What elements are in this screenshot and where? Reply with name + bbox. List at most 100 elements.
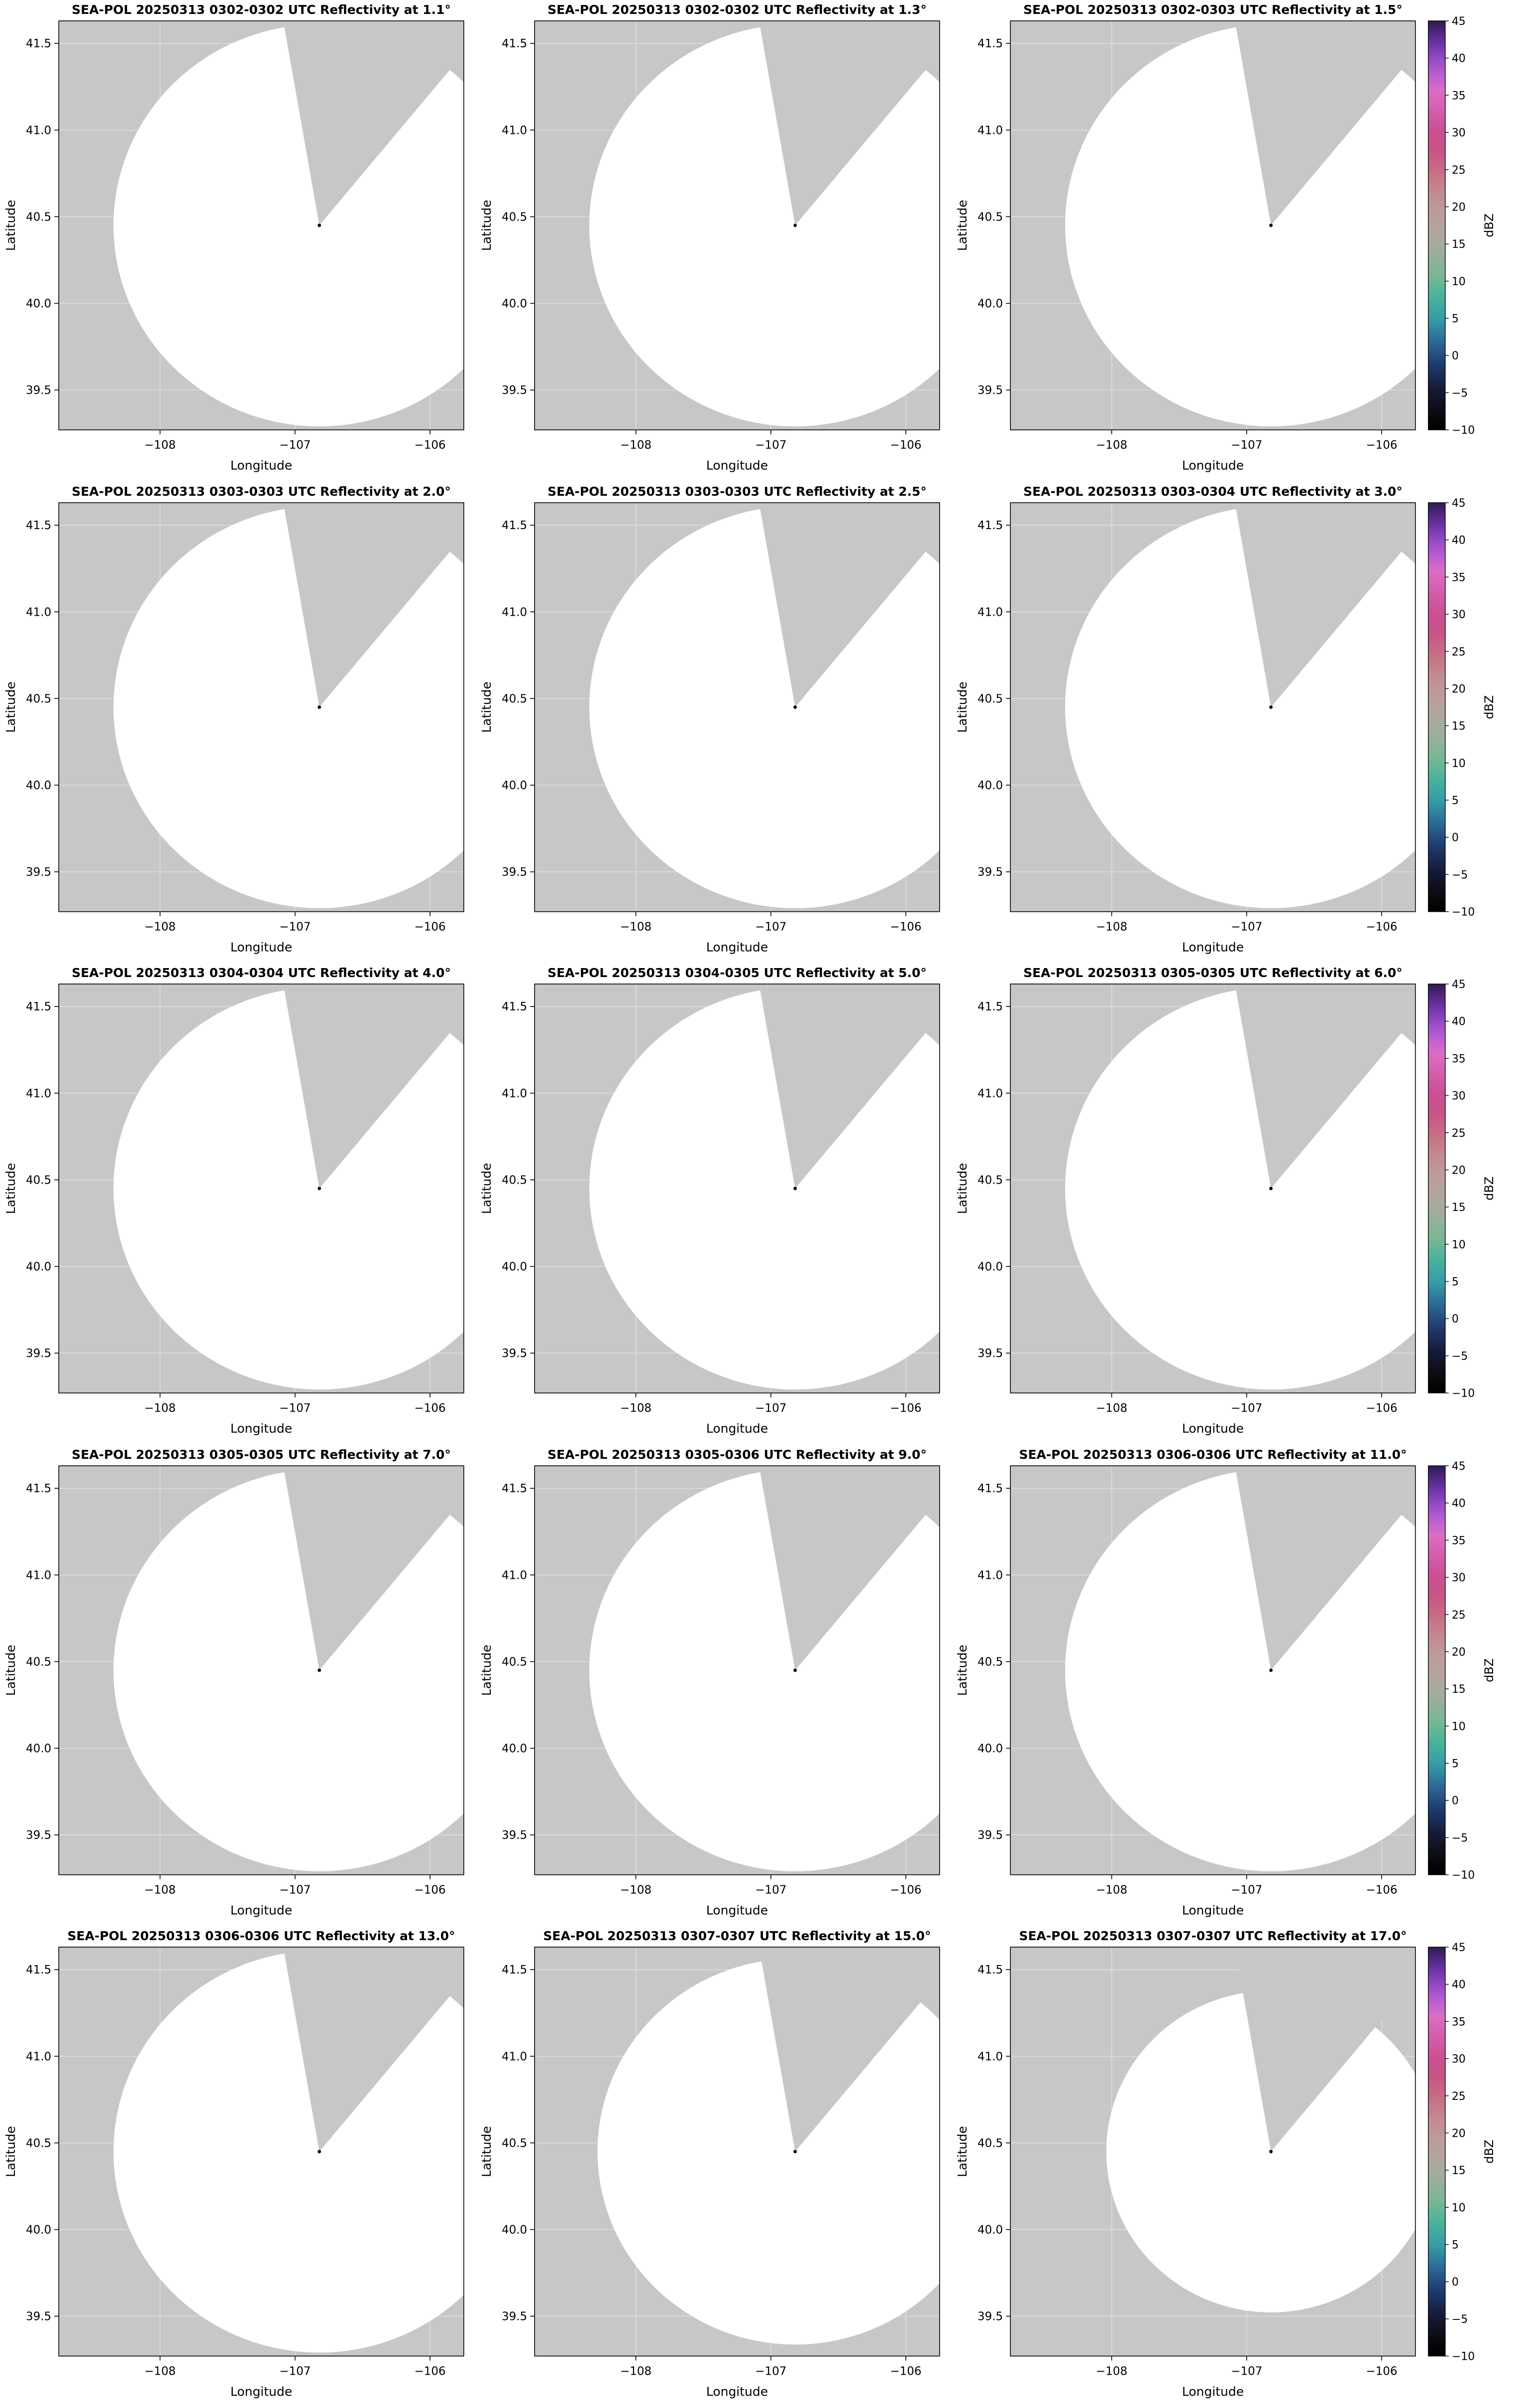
y-tick-label: 39.5 [502, 2310, 527, 2323]
y-axis-title: Latitude [955, 200, 970, 251]
y-tick-label: 41.0 [502, 606, 527, 619]
y-axis: 39.5 40.0 40.5 41.0 41.5 [26, 37, 59, 397]
plot-border [1010, 20, 1416, 431]
radar-panel: SEA-POL 20250313 0305-0305 UTC Reflectiv… [955, 966, 1496, 1436]
y-tick-label: 40.0 [26, 2224, 51, 2237]
colorbar-tick-label: 30 [1452, 2053, 1466, 2066]
y-axis-title: Latitude [479, 200, 494, 251]
x-tick-label: −108 [144, 439, 176, 452]
colorbar-label: dBZ [1482, 695, 1496, 719]
colorbar-tick-label: 45 [1452, 15, 1466, 28]
y-tick-label: 39.5 [502, 384, 527, 397]
blocked-sector-wedge [759, 1465, 940, 1670]
y-tick-label: 40.0 [977, 297, 1003, 310]
y-tick-label: 41.0 [977, 2051, 1003, 2064]
blocked-sector-wedge [283, 1465, 464, 1670]
colorbar-tick-label: 45 [1452, 497, 1466, 510]
x-axis: −108 −107 −106 [144, 911, 446, 933]
radar-panel: SEA-POL 20250313 0307-0307 UTC Reflectiv… [479, 1929, 940, 2399]
x-tick-label: −107 [1231, 1883, 1262, 1896]
x-tick-label: −108 [144, 920, 176, 933]
radar-site-dot [318, 1187, 322, 1191]
radar-site-dot [793, 1668, 797, 1672]
x-tick-label: −108 [620, 439, 651, 452]
x-tick-label: −107 [279, 439, 311, 452]
colorbar-tick-label: 15 [1452, 1202, 1466, 1214]
x-axis: −108 −107 −106 [620, 1874, 922, 1896]
y-tick-label: 40.0 [502, 779, 527, 792]
blocked-sector-wedge [1235, 1465, 1415, 1670]
y-tick-label: 40.5 [502, 2137, 527, 2150]
y-axis-title: Latitude [479, 1644, 494, 1696]
x-tick-label: −107 [279, 1883, 311, 1896]
x-tick-label: −107 [1231, 920, 1262, 933]
panel-title: SEA-POL 20250313 0307-0307 UTC Reflectiv… [1019, 1929, 1407, 1943]
blocked-sector-wedge [1235, 984, 1415, 1189]
x-tick-label: −106 [890, 2365, 921, 2378]
x-tick-label: −108 [1096, 1402, 1127, 1415]
y-axis: 39.5 40.0 40.5 41.0 41.5 [26, 1964, 59, 2323]
blocked-sector-wedge [759, 1947, 940, 2152]
y-axis: 39.5 40.0 40.5 41.0 41.5 [977, 519, 1011, 878]
x-axis-title: Longitude [1182, 1422, 1244, 1436]
colorbar-gradient [1428, 1947, 1445, 2357]
x-tick-label: −106 [414, 1883, 445, 1896]
radar-site-dot [1269, 223, 1273, 227]
y-axis-title: Latitude [955, 2126, 970, 2178]
radar-site-dot [793, 1187, 797, 1191]
y-tick-label: 40.0 [502, 2224, 527, 2237]
y-tick-label: 41.5 [502, 1964, 527, 1977]
y-tick-label: 39.5 [26, 2310, 51, 2323]
colorbar-tick-label: 35 [1452, 2016, 1466, 2029]
y-axis-title: Latitude [955, 1644, 970, 1696]
blocked-sector-wedge [283, 20, 464, 225]
y-tick-label: 40.0 [977, 1742, 1003, 1755]
y-tick-label: 41.0 [26, 1569, 51, 1582]
x-tick-label: −106 [1366, 1402, 1397, 1415]
x-axis: −108 −107 −106 [144, 430, 446, 452]
colorbar-tick-label: −10 [1452, 1869, 1475, 1881]
radar-panel: SEA-POL 20250313 0302-0302 UTC Reflectiv… [3, 2, 464, 473]
y-tick-label: 39.5 [502, 1829, 527, 1842]
x-tick-label: −106 [1366, 1883, 1397, 1896]
x-axis-title: Longitude [706, 940, 768, 954]
colorbar-tick-label: 0 [1452, 2277, 1459, 2289]
x-axis: −108 −107 −106 [1096, 430, 1398, 452]
y-tick-label: 41.0 [502, 1569, 527, 1582]
colorbar: −10 −5 0 5 10 15 20 25 30 35 40 45 dBZ [1428, 15, 1496, 437]
y-tick-label: 39.5 [977, 384, 1003, 397]
y-axis: 39.5 40.0 40.5 41.0 41.5 [502, 1000, 535, 1360]
x-tick-label: −106 [1366, 2365, 1397, 2378]
y-tick-label: 41.5 [977, 37, 1003, 50]
colorbar-tick-label: 30 [1452, 1090, 1466, 1102]
colorbar-tick-label: 40 [1452, 534, 1466, 547]
panel-title: SEA-POL 20250313 0306-0306 UTC Reflectiv… [67, 1929, 455, 1943]
colorbar: −10 −5 0 5 10 15 20 25 30 35 40 45 dBZ [1428, 1942, 1496, 2363]
x-tick-label: −108 [1096, 920, 1127, 933]
plot-border [1010, 1465, 1416, 1875]
plot-border [534, 1465, 940, 1875]
y-tick-label: 40.0 [26, 1742, 51, 1755]
y-tick-label: 39.5 [977, 1347, 1003, 1360]
y-tick-label: 41.5 [502, 1482, 527, 1495]
colorbar-tick-label: 45 [1452, 1942, 1466, 1954]
plot-border [1010, 502, 1416, 912]
colorbar-tick-label: 10 [1452, 757, 1466, 769]
x-axis: −108 −107 −106 [1096, 1393, 1398, 1415]
radar-panel: SEA-POL 20250313 0304-0305 UTC Reflectiv… [479, 966, 940, 1436]
plot-border [534, 1947, 940, 2357]
x-tick-label: −106 [890, 439, 921, 452]
y-axis-title: Latitude [479, 2126, 494, 2178]
y-axis-title: Latitude [955, 681, 970, 733]
x-tick-label: −107 [279, 1402, 311, 1415]
panel-title: SEA-POL 20250313 0305-0306 UTC Reflectiv… [547, 1447, 927, 1462]
x-axis: −108 −107 −106 [144, 1393, 446, 1415]
y-tick-label: 41.0 [977, 1569, 1003, 1582]
colorbar-tick-label: −5 [1452, 1832, 1468, 1845]
colorbar-tick-label: 10 [1452, 1239, 1466, 1251]
y-tick-label: 40.5 [977, 1174, 1003, 1187]
y-axis: 39.5 40.0 40.5 41.0 41.5 [502, 1964, 535, 2323]
y-tick-label: 41.5 [502, 1000, 527, 1013]
radar-panel: SEA-POL 20250313 0303-0304 UTC Reflectiv… [955, 484, 1496, 955]
panel-title: SEA-POL 20250313 0302-0302 UTC Reflectiv… [547, 2, 927, 17]
